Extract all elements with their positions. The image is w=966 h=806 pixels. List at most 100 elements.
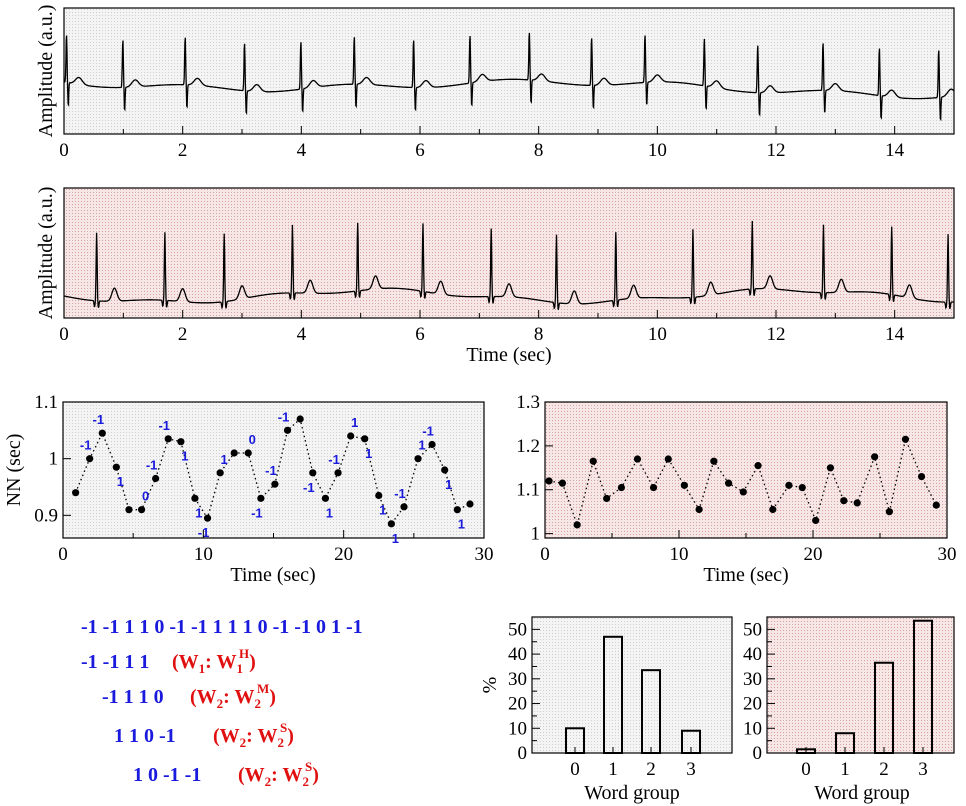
nn-right-point xyxy=(617,483,625,492)
nn-right-point xyxy=(558,479,567,487)
nn-left-symbol-label: 0 xyxy=(249,432,256,447)
nn-right-point xyxy=(739,488,747,496)
nn-left-point xyxy=(125,506,133,514)
nn-left-point xyxy=(334,469,342,477)
bar-right-xlabel: Word group xyxy=(814,782,910,804)
nn-left-symbol-label: 1 xyxy=(418,438,425,453)
bar-left-ytick-label: 0 xyxy=(518,743,528,764)
nn-left-xtick-label: 10 xyxy=(194,544,213,565)
bar-right-ytick-label: 30 xyxy=(743,669,762,690)
bar-left-ytick-label: 10 xyxy=(508,718,527,739)
nn-left-point xyxy=(375,491,383,500)
word-1-label: (W1: W1H) xyxy=(172,646,256,676)
word-line-2: -1 1 1 0 (W2: W2M) xyxy=(102,681,276,711)
ecg-bottom-frame xyxy=(63,187,955,319)
bar-right-frame xyxy=(766,616,955,754)
nn-left-point xyxy=(152,474,160,483)
nn-right-point xyxy=(885,508,893,516)
nn-right-point xyxy=(901,435,910,443)
nn-right-point xyxy=(932,501,940,509)
nn-left-symbol-label: 1 xyxy=(221,452,228,467)
nn-left-point xyxy=(86,455,94,463)
nn-right-ytick-label: 1 xyxy=(531,524,541,545)
nn-left-point xyxy=(400,503,408,511)
nn-right-point xyxy=(710,457,718,465)
nn-left-xtick-label: 30 xyxy=(475,544,494,565)
ecg-xtick-label: 10 xyxy=(648,140,667,161)
ecg-xtick-label: 2 xyxy=(178,140,188,161)
nn-left-point xyxy=(72,489,80,497)
nn-left-point xyxy=(230,449,238,457)
nn-right-point xyxy=(754,462,762,470)
ecg-top-ylabel: Amplitude (a.u.) xyxy=(35,5,57,138)
bar-right-ytick-label: 40 xyxy=(743,644,762,665)
nn-right-point xyxy=(573,521,581,529)
nn-left-symbol-label: 1 xyxy=(181,449,188,464)
nn-right-point xyxy=(695,505,703,514)
nn-right-point xyxy=(798,483,806,492)
nn-left-xtick-label: 0 xyxy=(58,544,68,565)
nn-left-xlabel: Time (sec) xyxy=(230,564,315,586)
nn-right-point xyxy=(826,464,835,472)
nn-right-xtick-label: 20 xyxy=(804,544,823,565)
nn-right-point xyxy=(680,481,688,489)
nn-left-point xyxy=(387,520,395,528)
nn-left-point xyxy=(191,494,199,502)
nn-right-point xyxy=(840,497,848,505)
nn-left-point xyxy=(466,500,474,508)
nn-left-symbol-label: 0 xyxy=(142,489,149,504)
nn-right-point xyxy=(769,505,777,514)
nn-left-ytick-label: 1.1 xyxy=(34,392,58,413)
nn-left-point xyxy=(271,480,279,488)
nn-left-frame xyxy=(62,401,485,539)
ecg-bottom-xaxis: 0 2 4 6 8 10 12 14 xyxy=(59,310,955,345)
nn-left-symbol-label: -1 xyxy=(146,458,158,473)
nn-right-frame xyxy=(544,401,948,539)
nn-right-point xyxy=(917,472,926,481)
nn-right-point xyxy=(812,516,820,525)
ecg-xtick-label: 12 xyxy=(767,324,786,345)
nn-left-symbol-label: -1 xyxy=(303,480,315,495)
bar-left-xtick-label: 0 xyxy=(570,759,580,780)
bar-left-ytick-label: 30 xyxy=(508,669,527,690)
nn-left-symbol-label: -1 xyxy=(422,424,434,439)
symbol-sequence: -1 -1 1 1 0 -1 -1 1 1 1 0 -1 -1 0 1 -1 -… xyxy=(81,616,363,789)
bar-left-xtick-label: 1 xyxy=(608,759,618,780)
ecg-xtick-label: 6 xyxy=(415,324,425,345)
nn-left-point xyxy=(296,415,304,423)
ecg-xtick-label: 0 xyxy=(59,140,69,161)
nn-right-point xyxy=(724,479,733,487)
nn-left-symbol-label: 1 xyxy=(458,517,465,532)
bar-left-xtick-label: 2 xyxy=(646,759,656,780)
ecg-xtick-label: 14 xyxy=(885,324,905,345)
nn-left-point xyxy=(361,435,369,443)
bar-left-xtick-label: 3 xyxy=(686,759,696,780)
ecg-bottom-trace xyxy=(63,220,954,310)
ecg-xtick-label: 4 xyxy=(297,324,307,345)
word-4-label: (W2: W2S) xyxy=(238,759,319,789)
ecg-panel-top: 0 2 4 6 8 10 12 14 Amplitude (a.u.) xyxy=(35,5,955,161)
nn-right-xtick-label: 0 xyxy=(540,544,550,565)
nn-right-point xyxy=(649,483,658,492)
ecg-xtick-label: 6 xyxy=(415,140,425,161)
nn-left-point xyxy=(164,435,172,443)
nn-left-point xyxy=(98,429,106,437)
nn-panel-right: 0 10 20 30 1 1.1 1.2 1.3 Time (sec) xyxy=(516,392,956,586)
bar-right-ytick-label: 20 xyxy=(743,694,762,715)
nn-left-symbol-label: 1 xyxy=(326,505,333,520)
nn-left-point xyxy=(137,506,146,514)
nn-right-xlabel: Time (sec) xyxy=(703,564,788,586)
word-line-1: -1 -1 1 1 (W1: W1H) xyxy=(81,646,256,676)
word-line-3: 1 1 0 -1 (W2: W2S) xyxy=(114,720,294,750)
ecg-xtick-label: 8 xyxy=(534,140,544,161)
nn-left-point xyxy=(112,463,120,471)
bar-left-ytick-label: 50 xyxy=(508,619,527,640)
ecg-xtick-label: 14 xyxy=(885,140,905,161)
nn-left-point xyxy=(347,432,355,440)
ecg-xtick-label: 10 xyxy=(648,324,667,345)
